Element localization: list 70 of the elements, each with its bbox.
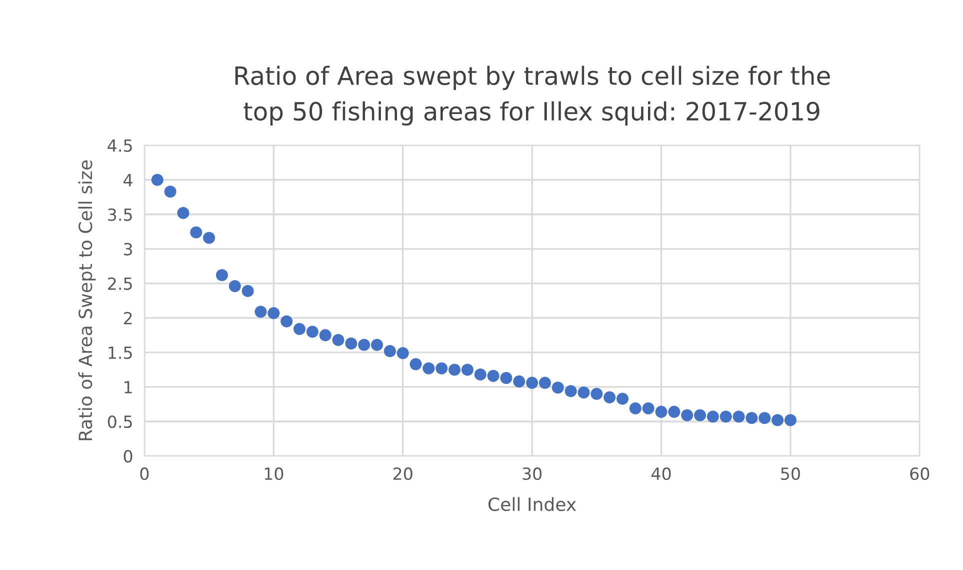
point xyxy=(164,186,176,198)
point xyxy=(629,402,642,414)
point xyxy=(332,334,344,346)
y-tick-label: 2.5 xyxy=(108,277,132,290)
point xyxy=(203,232,216,244)
point xyxy=(604,391,616,404)
y-tick-label: 0.5 xyxy=(108,415,132,428)
y-tick-label: 3 xyxy=(124,242,132,256)
point xyxy=(422,362,435,374)
point xyxy=(500,372,512,384)
point xyxy=(358,338,370,351)
point xyxy=(177,206,190,220)
point xyxy=(410,358,422,370)
point xyxy=(668,406,680,418)
point xyxy=(345,337,358,350)
point xyxy=(384,345,396,358)
point xyxy=(746,412,758,424)
point xyxy=(371,338,384,351)
point xyxy=(681,409,694,422)
point xyxy=(216,269,228,282)
point xyxy=(228,280,241,292)
point xyxy=(694,409,706,422)
point xyxy=(242,284,254,298)
y-tick-label: 1 xyxy=(124,381,132,394)
x-tick-label: 50 xyxy=(781,467,800,480)
point xyxy=(784,414,796,426)
point xyxy=(474,368,486,381)
point xyxy=(758,412,771,424)
x-tick-label: 40 xyxy=(651,467,671,480)
point xyxy=(280,315,293,328)
point xyxy=(616,392,629,405)
y-tick-label: 1.5 xyxy=(108,346,132,360)
point xyxy=(552,382,564,394)
point xyxy=(151,174,164,186)
y-axis-title: Ratio of Area Swept to Cell size xyxy=(78,160,96,440)
point xyxy=(590,388,603,400)
point xyxy=(319,329,332,342)
point xyxy=(461,364,474,376)
point xyxy=(706,410,719,423)
point xyxy=(487,370,500,382)
point xyxy=(513,375,526,388)
y-tick-label: 2 xyxy=(124,312,132,324)
point xyxy=(436,362,448,374)
x-tick-label: 30 xyxy=(522,467,542,480)
point xyxy=(772,414,784,426)
point xyxy=(564,385,577,398)
x-axis-title: Cell Index xyxy=(488,497,576,512)
y-tick-label: 0 xyxy=(124,450,132,463)
y-tick-label: 4.5 xyxy=(108,140,132,152)
x-tick-label: 0 xyxy=(140,467,149,480)
point xyxy=(190,226,202,238)
x-tick-label: 10 xyxy=(264,467,284,480)
point xyxy=(293,322,306,335)
point xyxy=(526,376,538,389)
point xyxy=(578,386,590,399)
point xyxy=(655,406,668,418)
point xyxy=(642,402,654,414)
point xyxy=(306,326,318,338)
point xyxy=(538,376,551,389)
point xyxy=(448,364,461,376)
point xyxy=(732,410,745,423)
x-tick-label: 60 xyxy=(910,467,930,480)
point xyxy=(268,307,280,320)
x-tick-label: 20 xyxy=(393,467,412,480)
y-tick-label: 3.5 xyxy=(108,208,132,221)
chart-title: Ratio of Area swept by trawls to cell size for the top 50 fishing areas for Illex squid: 2017-2019 xyxy=(235,66,830,126)
y-tick-label: 4 xyxy=(124,174,132,186)
point xyxy=(396,347,409,360)
point xyxy=(720,410,732,423)
point xyxy=(254,306,267,318)
